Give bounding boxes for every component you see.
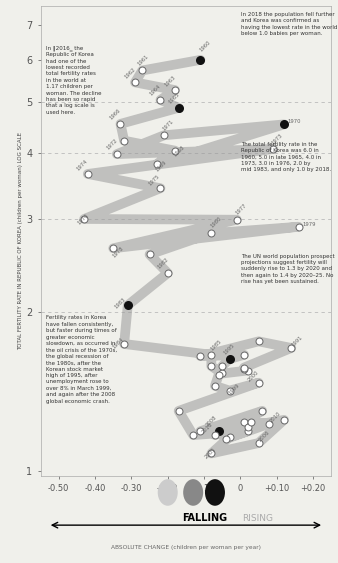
Text: RISING: RISING	[242, 514, 273, 523]
Text: 1970: 1970	[288, 119, 301, 124]
Text: 1963: 1963	[164, 74, 176, 87]
Ellipse shape	[183, 479, 203, 506]
Text: 1976: 1976	[76, 213, 89, 226]
Y-axis label: TOTAL FERTILITY RATE IN REPUBLIC OF KOREA (children per woman) LOG SCALE: TOTAL FERTILITY RATE IN REPUBLIC OF KORE…	[18, 132, 23, 350]
Text: 1991: 1991	[291, 335, 304, 348]
Text: 1968: 1968	[173, 145, 186, 158]
Text: 1972: 1972	[105, 137, 118, 151]
Text: 2016: 2016	[200, 422, 214, 435]
Text: 1965: 1965	[167, 92, 180, 105]
Text: 1983: 1983	[113, 297, 126, 310]
Text: 2005: 2005	[204, 447, 217, 460]
Ellipse shape	[158, 479, 178, 506]
Text: 1982: 1982	[156, 257, 169, 270]
Text: In ‖2016‗ the
Republic of Korea
had one of the
lowest recorded
total fertility r: In ‖2016‗ the Republic of Korea had one …	[46, 45, 101, 115]
Text: 1977: 1977	[235, 203, 248, 216]
Text: 1961: 1961	[137, 53, 150, 66]
Text: 1964: 1964	[149, 84, 162, 97]
Text: Fertility rates in Korea
have fallen consistently,
but faster during times of
gr: Fertility rates in Korea have fallen con…	[46, 315, 117, 404]
Text: 2010: 2010	[269, 410, 282, 423]
Text: In 2018 the population fell further
and Korea was confirmed as
having the lowest: In 2018 the population fell further and …	[241, 12, 338, 36]
Text: The total fertility rate in the
Republic of Korea was 6.0 in
1960, 5.0 in late 1: The total fertility rate in the Republic…	[241, 142, 332, 172]
Text: 1995: 1995	[223, 343, 236, 356]
Text: 2008: 2008	[205, 414, 218, 427]
Text: The UN world population prospect
projections suggest fertility will
suddenly ris: The UN world population prospect project…	[241, 253, 335, 284]
Text: 1971: 1971	[162, 119, 175, 132]
Text: FALLING: FALLING	[183, 513, 228, 523]
Text: 2000: 2000	[247, 369, 260, 383]
Text: 1962: 1962	[123, 67, 137, 80]
Text: 1974: 1974	[75, 159, 88, 172]
Text: 1978: 1978	[111, 246, 124, 259]
Text: 1975: 1975	[148, 173, 161, 186]
Text: 1973: 1973	[271, 133, 284, 146]
Ellipse shape	[205, 479, 225, 506]
Text: 1984: 1984	[112, 336, 125, 349]
Text: 1969: 1969	[155, 160, 168, 173]
Text: 1999: 1999	[227, 382, 241, 396]
Text: 1979: 1979	[303, 222, 316, 227]
Text: ABSOLUTE CHANGE (children per woman per year): ABSOLUTE CHANGE (children per woman per …	[111, 545, 261, 550]
Text: 2006: 2006	[258, 430, 271, 443]
Text: 1985: 1985	[209, 339, 222, 352]
Text: 1966: 1966	[109, 108, 122, 121]
Text: 1960: 1960	[198, 39, 212, 52]
Text: 1980: 1980	[209, 216, 222, 229]
